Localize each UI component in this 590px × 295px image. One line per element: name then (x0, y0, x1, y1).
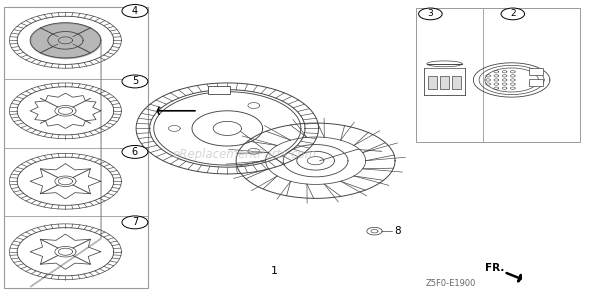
Text: 8: 8 (395, 226, 401, 236)
Circle shape (122, 145, 148, 158)
Text: 3: 3 (428, 9, 433, 18)
Text: 5: 5 (132, 76, 138, 86)
Circle shape (419, 8, 442, 20)
Circle shape (122, 216, 148, 229)
FancyBboxPatch shape (451, 76, 461, 89)
FancyBboxPatch shape (440, 76, 449, 89)
Text: FR.: FR. (486, 263, 505, 273)
Circle shape (501, 8, 525, 20)
Text: 2: 2 (510, 9, 516, 18)
FancyBboxPatch shape (529, 79, 543, 86)
FancyBboxPatch shape (208, 86, 230, 94)
FancyBboxPatch shape (428, 76, 437, 89)
FancyBboxPatch shape (416, 8, 581, 142)
Circle shape (122, 4, 148, 17)
Text: 4: 4 (132, 6, 138, 16)
Text: eReplacementParts.com: eReplacementParts.com (173, 148, 317, 161)
Text: Z5F0-E1900: Z5F0-E1900 (426, 279, 476, 288)
Text: 6: 6 (132, 147, 138, 157)
Circle shape (122, 75, 148, 88)
Text: 1: 1 (271, 266, 278, 276)
FancyBboxPatch shape (529, 68, 543, 75)
FancyBboxPatch shape (4, 6, 148, 289)
Text: 7: 7 (132, 217, 138, 227)
